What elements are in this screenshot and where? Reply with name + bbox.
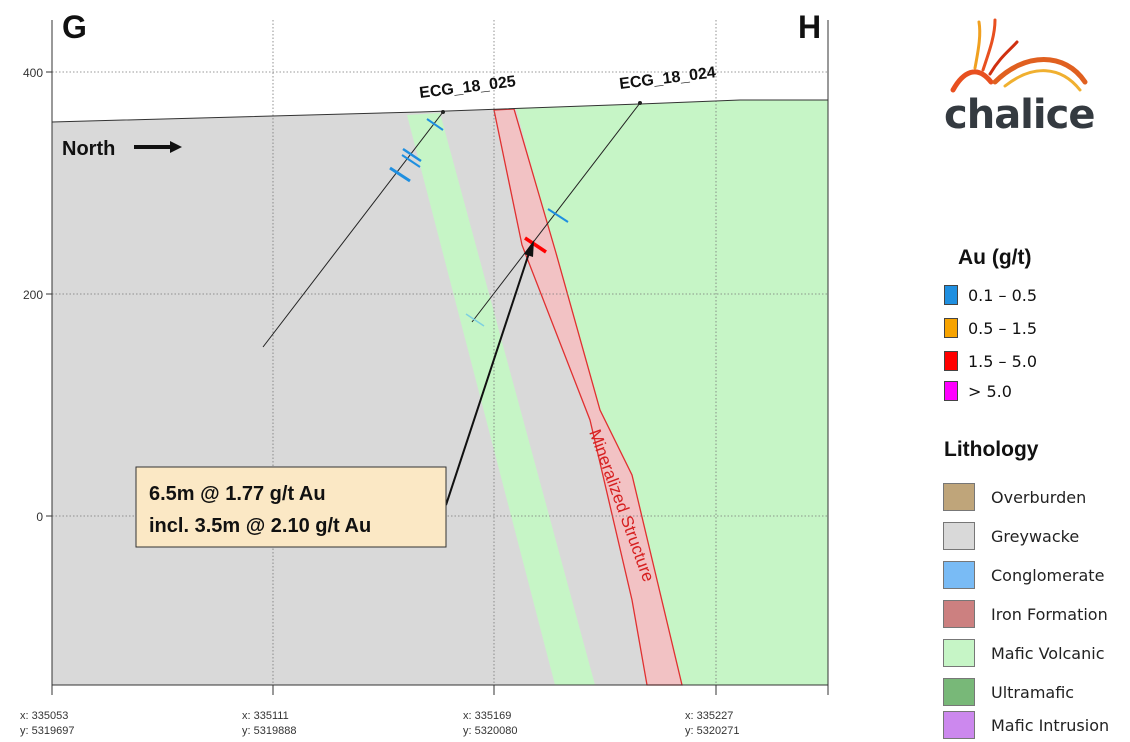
lithology-legend-item: Iron Formation (943, 599, 1108, 629)
section-label-h: H (798, 9, 821, 45)
lithology-legend-label: Greywacke (991, 526, 1080, 546)
easting-label-1-x: x: 335053 (20, 710, 68, 722)
drillhole-trace-ecg-18-025 (262, 111, 444, 348)
assay-ticks-ecg-18-024 (465, 208, 569, 327)
lithology-legend-swatch (943, 600, 975, 628)
lithology-legend-swatch (943, 483, 975, 511)
lithology-legend-item: Mafic Volcanic (943, 638, 1105, 668)
au-legend-item: 0.1 – 0.5 (944, 284, 1037, 306)
chalice-logo (950, 18, 1088, 93)
au-legend-swatch (944, 318, 958, 338)
drillhole-trace-ecg-18-024 (471, 102, 641, 323)
elevation-label-200: 200 (23, 288, 43, 302)
lithology-legend-item: Conglomerate (943, 560, 1104, 590)
au-legend-label: 1.5 – 5.0 (968, 351, 1038, 371)
callout-line-2: incl. 3.5m @ 2.10 g/t Au (149, 515, 371, 537)
easting-label-3-x: x: 335169 (463, 710, 511, 722)
lithology-legend-label: Mafic Intrusion (991, 715, 1110, 735)
lithology-legend-swatch (943, 522, 975, 550)
lithology-legend-swatch (943, 678, 975, 706)
lithology-legend-swatch (943, 561, 975, 589)
easting-label-1-y: y: 5319697 (20, 725, 74, 737)
assay-ticks-ecg-18-025 (389, 118, 444, 183)
drillhole-label-ecg-18-025: ECG_18_025 (418, 73, 516, 102)
mafic-volcanic-band (407, 113, 595, 685)
easting-label-4-y: y: 5320271 (685, 725, 739, 737)
au-legend-label: 0.5 – 1.5 (968, 318, 1038, 338)
au-legend-title: Au (g/t) (958, 246, 1032, 269)
au-legend-item: 1.5 – 5.0 (944, 350, 1037, 372)
lithology-legend-label: Mafic Volcanic (991, 643, 1105, 663)
au-legend-item: > 5.0 (944, 380, 1012, 402)
lithology-legend-swatch (943, 711, 975, 739)
au-legend-swatch (944, 351, 958, 371)
cross-section-diagram: 400 200 0 x: 335053 y: 5319697 x: 335111… (20, 9, 829, 737)
lithology-legend-title: Lithology (944, 438, 1039, 461)
callout-box (135, 466, 447, 548)
collar-marker-ecg-18-025 (441, 110, 445, 114)
drillhole-label-ecg-18-024: ECG_18_024 (618, 64, 716, 93)
au-legend-label: 0.1 – 0.5 (968, 285, 1038, 305)
lithology-legend-item: Greywacke (943, 521, 1079, 551)
callout-line-1: 6.5m @ 1.77 g/t Au (149, 483, 326, 505)
lithology-legend-label: Overburden (991, 487, 1087, 507)
section-label-g: G (62, 9, 87, 45)
lithology-legend-label: Ultramafic (991, 682, 1075, 702)
lithology-legend-item: Ultramafic (943, 677, 1074, 707)
au-legend-item: 0.5 – 1.5 (944, 317, 1037, 339)
grid-lines (52, 20, 828, 685)
au-legend-label: > 5.0 (968, 381, 1012, 401)
north-label: North (62, 138, 115, 160)
lithology-legend-label: Conglomerate (991, 565, 1105, 585)
axes (46, 20, 829, 695)
lithology-legend-item: Overburden (943, 482, 1086, 512)
easting-label-4-x: x: 335227 (685, 710, 733, 722)
easting-label-2-y: y: 5319888 (242, 725, 296, 737)
lithology-legend-label: Iron Formation (991, 604, 1108, 624)
easting-label-3-y: y: 5320080 (463, 725, 517, 737)
lithology-legend-swatch (943, 639, 975, 667)
elevation-label-0: 0 (36, 510, 43, 524)
north-arrow-icon (134, 141, 182, 153)
collar-marker-ecg-18-024 (638, 101, 642, 105)
au-legend-swatch (944, 285, 958, 305)
elevation-label-400: 400 (23, 66, 43, 80)
au-legend-swatch (944, 381, 958, 401)
mafic-volcanic-hangingwall (516, 100, 828, 685)
easting-label-2-x: x: 335111 (242, 710, 289, 722)
callout-leader (445, 249, 531, 506)
chalice-logo-text: chalice (944, 92, 1095, 138)
callout-arrow-icon (524, 240, 534, 257)
lithology-legend-item: Mafic Intrusion (943, 710, 1109, 740)
